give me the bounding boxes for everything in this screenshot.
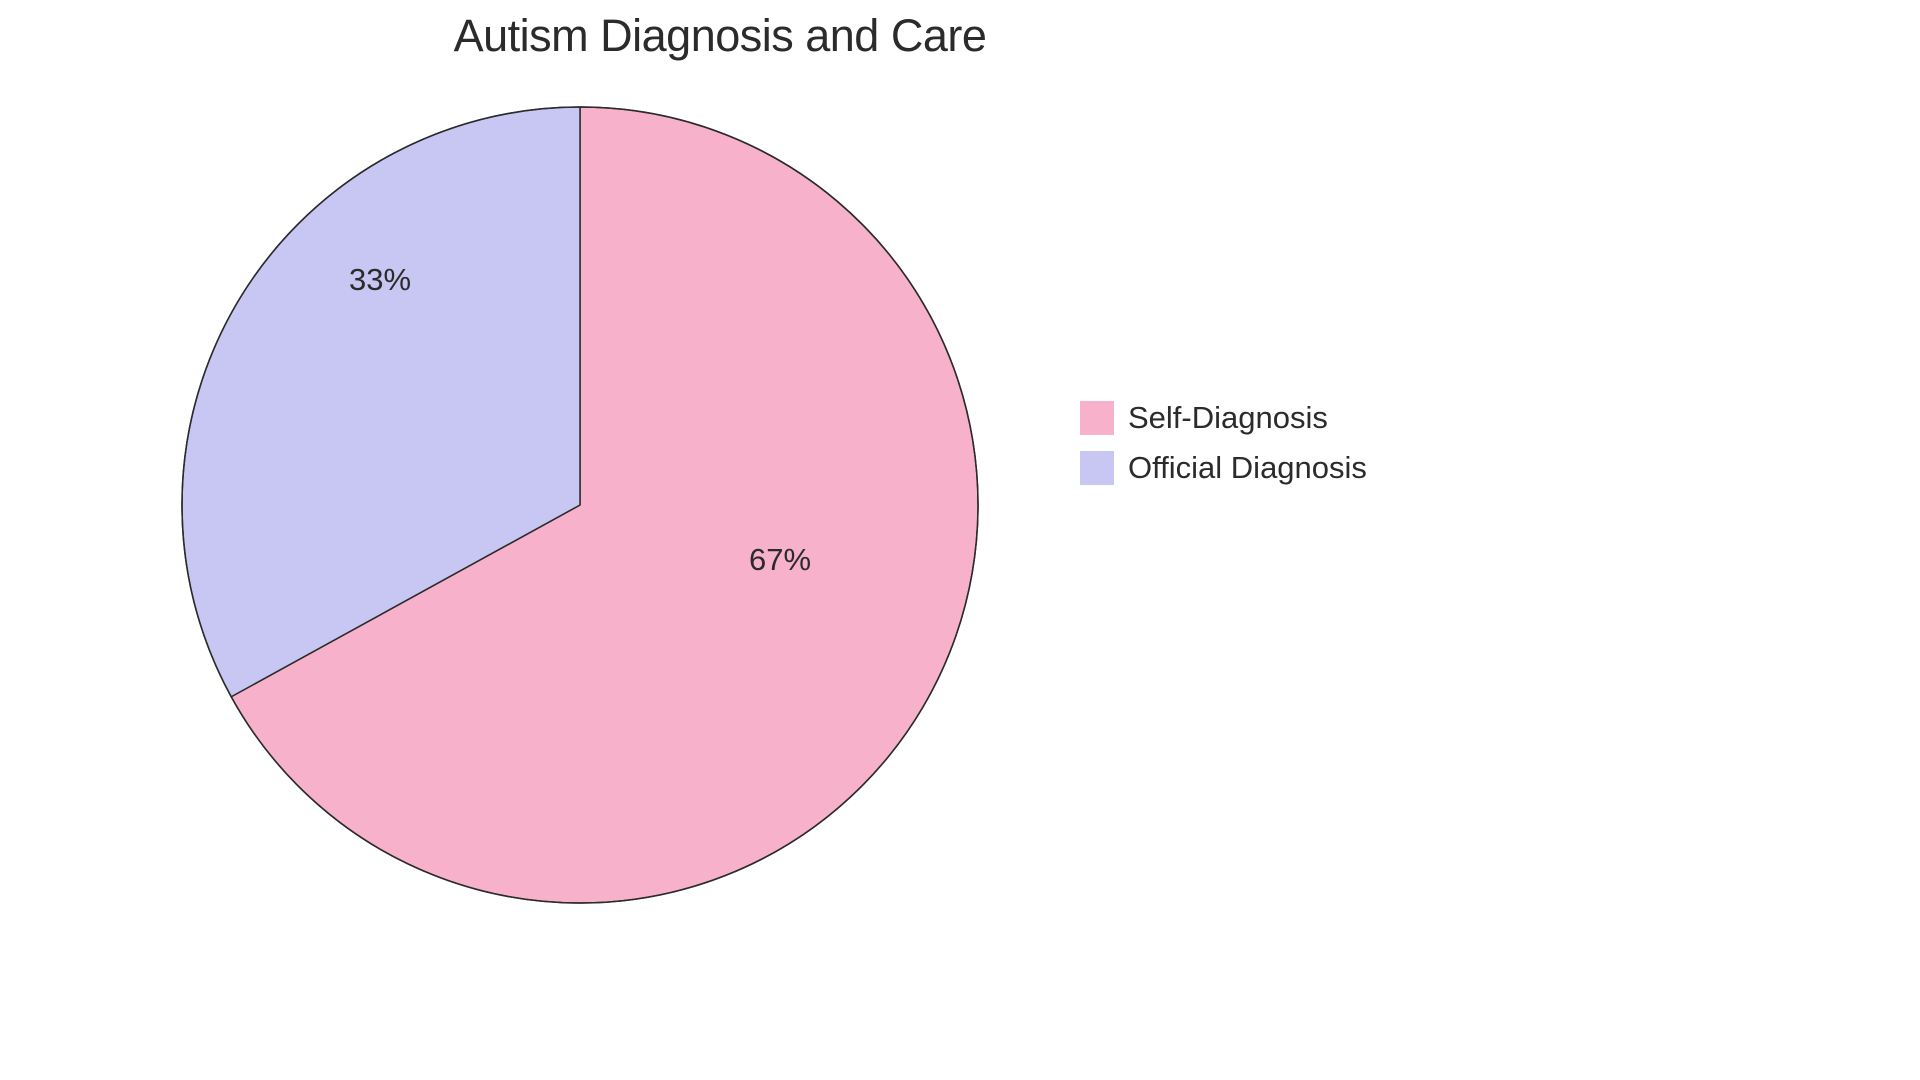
legend-item-0: Self-Diagnosis: [1080, 400, 1367, 436]
chart-title: Autism Diagnosis and Care: [0, 10, 1440, 62]
legend-item-1: Official Diagnosis: [1080, 450, 1367, 486]
legend-label-1: Official Diagnosis: [1128, 450, 1367, 486]
chart-stage: Autism Diagnosis and Care Self-Diagnosis…: [0, 0, 1920, 1080]
pie-svg: [180, 105, 980, 905]
legend: Self-Diagnosis Official Diagnosis: [1080, 400, 1367, 486]
legend-swatch-0: [1080, 401, 1114, 435]
slice-label-0: 67%: [749, 542, 811, 578]
legend-label-0: Self-Diagnosis: [1128, 400, 1328, 436]
slice-label-1: 33%: [349, 262, 411, 298]
pie-chart: [180, 105, 980, 905]
legend-swatch-1: [1080, 451, 1114, 485]
